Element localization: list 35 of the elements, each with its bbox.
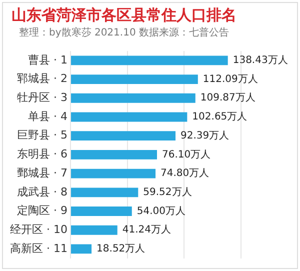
bar: [70, 206, 132, 216]
data-label: 18.52万人: [96, 244, 146, 255]
data-label: 112.09万人: [202, 74, 258, 85]
bar: [70, 150, 157, 160]
y-tick-label: 东明县 · 6: [16, 148, 68, 161]
data-label: 54.00万人: [136, 206, 186, 217]
y-tick-label: 巨野县 · 5: [16, 128, 68, 142]
bar: [70, 93, 196, 103]
bar: [70, 56, 228, 66]
y-tick-label: 经开区 · 10: [10, 222, 68, 236]
data-label: 102.65万人: [192, 112, 248, 123]
y-tick-label: 曹县 · 1: [28, 53, 68, 66]
chart-title: 山东省菏泽市各区县常住人口排名: [12, 6, 236, 24]
y-tick-label: 成武县 · 8: [16, 185, 68, 198]
bar: [70, 188, 138, 198]
bar: [70, 244, 92, 254]
data-label: 138.43万人: [232, 55, 288, 66]
data-label: 76.10万人: [162, 149, 211, 160]
chart-subtitle: 整理：by散寒莎 2021.10 数据来源：七普公告: [19, 26, 229, 39]
data-label: 74.80万人: [160, 168, 210, 180]
data-label: 59.52万人: [143, 187, 192, 198]
y-tick-label: 单县 · 4: [28, 110, 68, 123]
bar: [70, 225, 118, 235]
y-tick-label: 鄄城县 · 7: [16, 166, 68, 180]
bar: [70, 168, 156, 178]
data-label: 109.87万人: [200, 92, 256, 104]
y-tick-label: 定陶区 · 9: [16, 204, 68, 218]
y-tick-label: 高新区 · 11: [10, 242, 68, 255]
data-label: 92.39万人: [180, 130, 230, 142]
y-tick-label: 郓城县 · 2: [16, 72, 68, 86]
y-tick-label: 牡丹区 · 3: [16, 90, 68, 104]
bar: [70, 112, 188, 122]
bar: [70, 131, 176, 141]
bar: [70, 74, 198, 84]
data-label: 41.24万人: [122, 224, 172, 236]
